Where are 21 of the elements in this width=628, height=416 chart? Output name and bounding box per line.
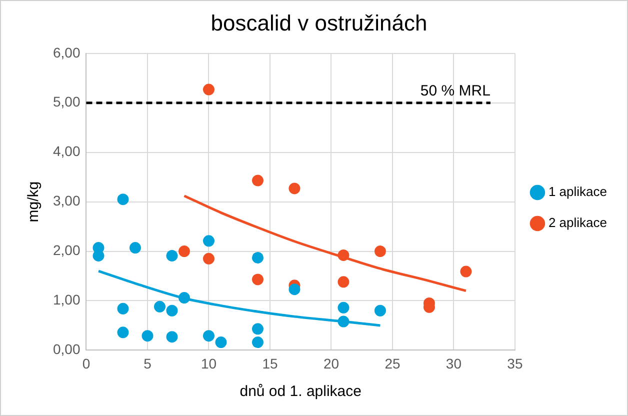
x-tick-label: 25 [384, 355, 400, 372]
x-tick-label: 10 [200, 355, 217, 372]
x-axis-title: dnů od 1. aplikace [240, 383, 362, 400]
y-axis-title: mg/kg [25, 181, 42, 222]
y-tick-label: 0,00 [53, 341, 80, 358]
x-tick-label: 5 [144, 355, 152, 372]
chart-title: boscalid v ostružinách [210, 10, 428, 36]
x-tick-label: 15 [262, 355, 278, 372]
legend-label: 1 aplikace [548, 184, 608, 200]
legend-label: 2 aplikace [548, 215, 608, 230]
y-tick-label: 2,00 [53, 242, 80, 258]
x-tick-label: 30 [446, 355, 462, 372]
x-tick-label: 35 [507, 355, 523, 372]
y-tick-label: 6,00 [53, 44, 80, 60]
x-tick-label: 20 [323, 355, 340, 372]
x-tick-label: 0 [82, 355, 90, 372]
y-tick-label: 5,00 [53, 94, 80, 110]
y-tick-label: 4,00 [53, 143, 80, 160]
y-tick-label: 3,00 [53, 192, 80, 209]
y-tick-label: 1,00 [53, 292, 80, 308]
ref-line-label: 50 % MRL [420, 82, 490, 100]
